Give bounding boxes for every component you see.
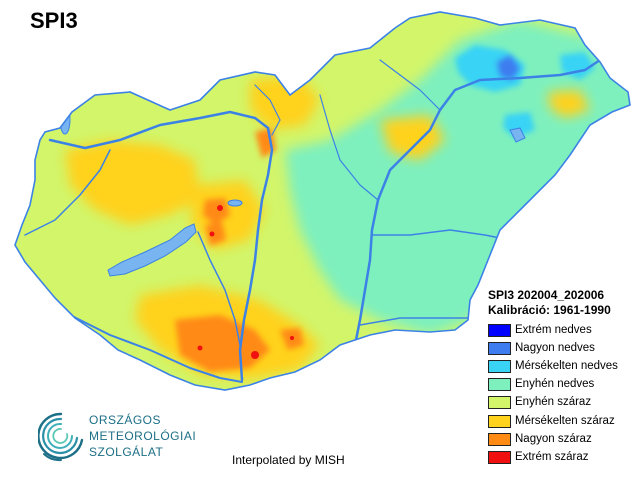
river-koros: [371, 229, 511, 241]
extreme-dry-spot: [217, 205, 223, 211]
legend-item-slightly-wet: Enyhén nedves: [488, 376, 618, 394]
legend-item-very-wet: Nagyon nedves: [488, 339, 618, 357]
extreme-dry-spot: [197, 345, 203, 351]
legend-label: Mérsékelten száraz: [515, 414, 615, 427]
logo-line-3: SZOLGÁLAT: [89, 445, 164, 459]
logo-arcs: [38, 412, 84, 462]
met-service-logo-text: ORSZÁGOS METEOROLÓGIAI SZOLGÁLAT: [89, 412, 196, 460]
extreme-dry-spot: [251, 351, 259, 359]
legend-calibration: Kalibráció: 1961-1990: [488, 303, 611, 317]
extreme-dry-spot: [290, 336, 294, 340]
legend-swatch: [488, 432, 511, 446]
river-raba: [24, 149, 111, 236]
extreme-dry-spot: [209, 231, 215, 237]
legend-swatch: [488, 396, 511, 410]
river-danube: [48, 110, 274, 382]
legend-item-moderately-dry: Mérsékelten száraz: [488, 412, 618, 430]
lake-balaton: [107, 223, 197, 277]
lake-velence: [227, 199, 243, 207]
legend-items: Extrém nedves Nagyon nedves Mérsékelten …: [488, 321, 618, 467]
legend-swatch: [488, 414, 511, 428]
river-zagyva: [319, 94, 379, 201]
legend-swatch: [488, 323, 511, 337]
legend-period: SPI3 202004_202006: [488, 288, 605, 302]
logo-line-1: ORSZÁGOS: [89, 413, 162, 427]
rivers: [24, 58, 602, 383]
river-sajo-hernad: [379, 59, 441, 111]
field-extreme-dry-spots: [197, 205, 294, 359]
river-ipoly: [254, 84, 281, 136]
river-maros: [359, 317, 471, 326]
legend-item-very-dry: Nagyon száraz: [488, 430, 618, 448]
legend-swatch: [488, 359, 511, 373]
legend-label: Enyhén száraz: [515, 396, 592, 409]
legend-item-slightly-dry: Enyhén száraz: [488, 394, 618, 412]
legend-label: Extrém nedves: [515, 323, 592, 336]
legend-label: Nagyon nedves: [515, 341, 595, 354]
country-border: [14, 11, 631, 391]
lake-tisza: [509, 127, 526, 143]
legend-label: Mérsékelten nedves: [515, 359, 618, 372]
legend-label: Nagyon száraz: [515, 432, 592, 445]
legend-item-extreme-wet: Extrém nedves: [488, 321, 618, 339]
river-sio: [197, 231, 241, 346]
legend-item-extreme-dry: Extrém száraz: [488, 448, 618, 466]
legend-swatch: [488, 378, 511, 392]
river-drava: [69, 314, 243, 383]
map-legend: SPI3 202004_202006 Kalibráció: 1961-1990…: [488, 288, 618, 467]
field-very-wet-zone: [497, 55, 520, 80]
logo-line-2: METEOROLÓGIAI: [89, 429, 197, 443]
interpolation-credit: Interpolated by MISH: [232, 453, 345, 467]
legend-label: Extrém száraz: [515, 450, 589, 463]
legend-label: Enyhén nedves: [515, 378, 595, 391]
legend-item-moderately-wet: Mérsékelten nedves: [488, 357, 618, 375]
map-title: SPI3: [30, 8, 78, 33]
legend-swatch: [488, 341, 511, 355]
river-tisza: [353, 58, 602, 347]
met-service-logo-icon: [38, 412, 84, 462]
legend-swatch: [488, 450, 511, 464]
field-moderately-dry-zones: [65, 75, 590, 380]
